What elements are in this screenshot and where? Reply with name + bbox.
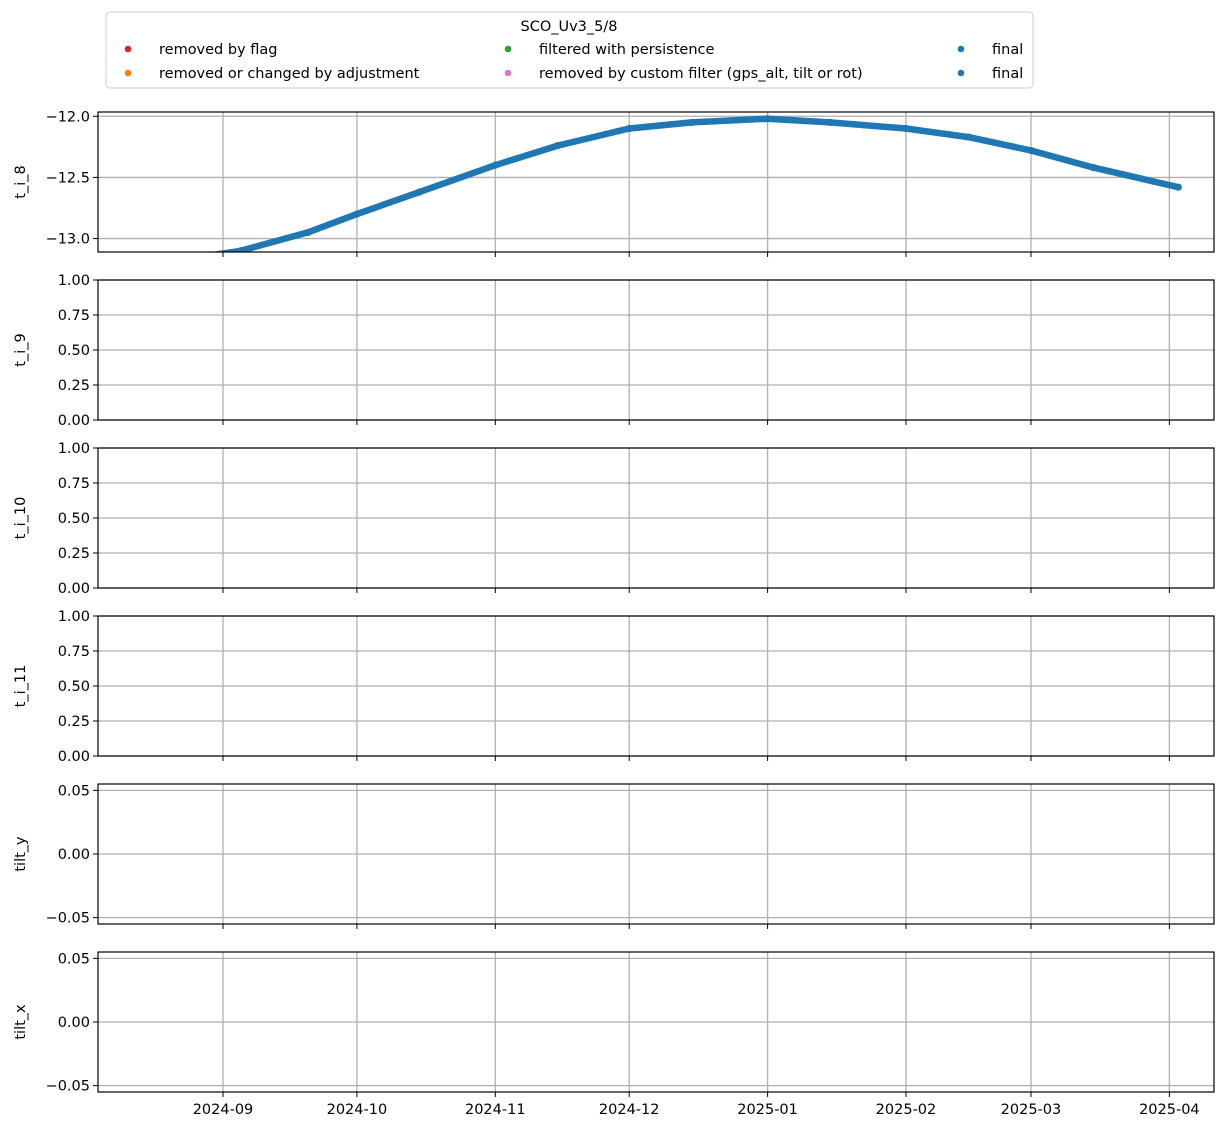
x-tick-label: 2025-01 (737, 1102, 798, 1118)
y-tick-label: 0.25 (58, 546, 90, 562)
x-tick-label: 2024-09 (193, 1102, 254, 1118)
axes-frame (97, 615, 1215, 757)
legend-marker (504, 69, 512, 77)
x-tick-label: 2025-02 (876, 1102, 937, 1118)
y-tick-label: 0.50 (58, 343, 90, 359)
y-tick-label: 0.75 (58, 644, 90, 660)
panel-tilt_y: 0.05 0.00 −0.05 tilt_y (13, 783, 1215, 929)
y-tick-label: 0.00 (58, 749, 90, 765)
data-point (1174, 183, 1182, 191)
y-axis-label: tilt_y (13, 836, 29, 872)
panel-tilt_x: 0.05 0.00 −0.05 tilt_x 2024-09 2024-10 2024-11… (13, 951, 1215, 1118)
x-tick-label: 2024-11 (465, 1102, 526, 1118)
axes-frame (97, 447, 1215, 589)
x-tick-label: 2024-10 (327, 1102, 388, 1118)
axes-frame (97, 111, 1215, 253)
y-tick-label: −12.0 (46, 109, 90, 125)
panel-t_i_8: −12.0 −12.5 −13.0 t_i_8 (13, 109, 1215, 268)
panels-layer: −12.0 −12.5 −13.0 t_i_8 0.00 0.25 0.50 0.75 1.00… (13, 109, 1215, 1118)
y-tick-label: 0.00 (58, 413, 90, 429)
y-tick-label: −13.0 (46, 232, 90, 248)
data-point (902, 124, 910, 133)
panel-t_i_9: 0.00 0.25 0.50 0.75 1.00 t_i_9 (13, 273, 1215, 429)
y-tick-label: 0.00 (58, 581, 90, 597)
legend-entry: final (957, 42, 1023, 58)
y-tick-label: 0.05 (58, 783, 90, 799)
legend-entry: removed by flag (124, 42, 278, 58)
legend-label: final (992, 42, 1023, 58)
legend-label: removed by custom filter (gps_alt, tilt … (539, 66, 863, 82)
legend-entry: final (957, 66, 1023, 82)
data-point (554, 142, 562, 150)
legend-frame (105, 11, 1034, 89)
data-point (1027, 146, 1035, 155)
y-tick-label: 0.00 (58, 847, 90, 863)
legend-label: removed by flag (159, 42, 278, 58)
data-point (688, 118, 696, 126)
data-point (1089, 164, 1098, 172)
data-point (964, 133, 973, 141)
y-tick-label: 0.25 (58, 378, 90, 394)
y-axis-label: t_i_9 (13, 333, 29, 366)
y-tick-label: 1.00 (58, 273, 90, 289)
x-tick-label: 2025-03 (1001, 1102, 1062, 1118)
y-tick-label: 0.75 (58, 476, 90, 492)
legend-label: final (992, 66, 1023, 82)
data-point (625, 124, 633, 133)
y-tick-label: 1.00 (58, 441, 90, 457)
legend-marker (124, 69, 132, 77)
legend-marker (957, 45, 965, 53)
legend-marker (957, 69, 965, 77)
y-axis-label: t_i_10 (13, 497, 29, 540)
y-tick-label: −0.05 (46, 1079, 90, 1095)
y-tick-label: 0.05 (58, 951, 90, 967)
legend-entries: removed by flag removed or changed by adj… (124, 42, 1023, 82)
axes-frame (97, 951, 1215, 1093)
data-point (237, 247, 245, 252)
legend-entry: removed or changed by adjustment (124, 66, 420, 82)
data-point (353, 210, 361, 218)
panel-t_i_10: 0.00 0.25 0.50 0.75 1.00 t_i_10 (13, 441, 1215, 597)
legend-label: filtered with persistence (539, 42, 715, 58)
data-point (304, 228, 312, 237)
y-tick-label: −12.5 (46, 170, 90, 186)
y-tick-label: 1.00 (58, 609, 90, 625)
legend-entry: removed by custom filter (gps_alt, tilt … (504, 66, 863, 82)
axes-frame (97, 783, 1215, 925)
data-point (415, 188, 424, 196)
data-point (491, 161, 499, 169)
y-tick-label: 0.25 (58, 714, 90, 730)
legend-marker (124, 45, 132, 53)
legend-entry: filtered with persistence (504, 42, 715, 58)
legend: SCO_Uv3_5/8 removed by flag removed or ch… (105, 11, 1034, 89)
data-point (764, 115, 772, 123)
data-point (826, 118, 834, 126)
y-tick-label: −0.05 (46, 911, 90, 927)
y-tick-label: 0.50 (58, 511, 90, 527)
x-tick-label: 2024-12 (599, 1102, 660, 1118)
y-tick-label: 0.75 (58, 308, 90, 324)
legend-marker (504, 45, 512, 53)
y-axis-label: tilt_x (13, 1004, 29, 1040)
axes-frame (97, 279, 1215, 421)
data-point (188, 255, 195, 262)
y-axis-label: t_i_11 (13, 665, 29, 708)
panel-t_i_11: 0.00 0.25 0.50 0.75 1.00 t_i_11 (13, 609, 1215, 765)
legend-title: SCO_Uv3_5/8 (521, 19, 618, 35)
y-tick-label: 0.50 (58, 679, 90, 695)
y-tick-label: 0.00 (58, 1015, 90, 1031)
data-point (144, 261, 151, 268)
y-axis-label: t_i_8 (13, 165, 29, 198)
legend-label: removed or changed by adjustment (159, 66, 420, 82)
x-tick-label: 2025-04 (1139, 1102, 1200, 1118)
series-line (210, 115, 1182, 252)
